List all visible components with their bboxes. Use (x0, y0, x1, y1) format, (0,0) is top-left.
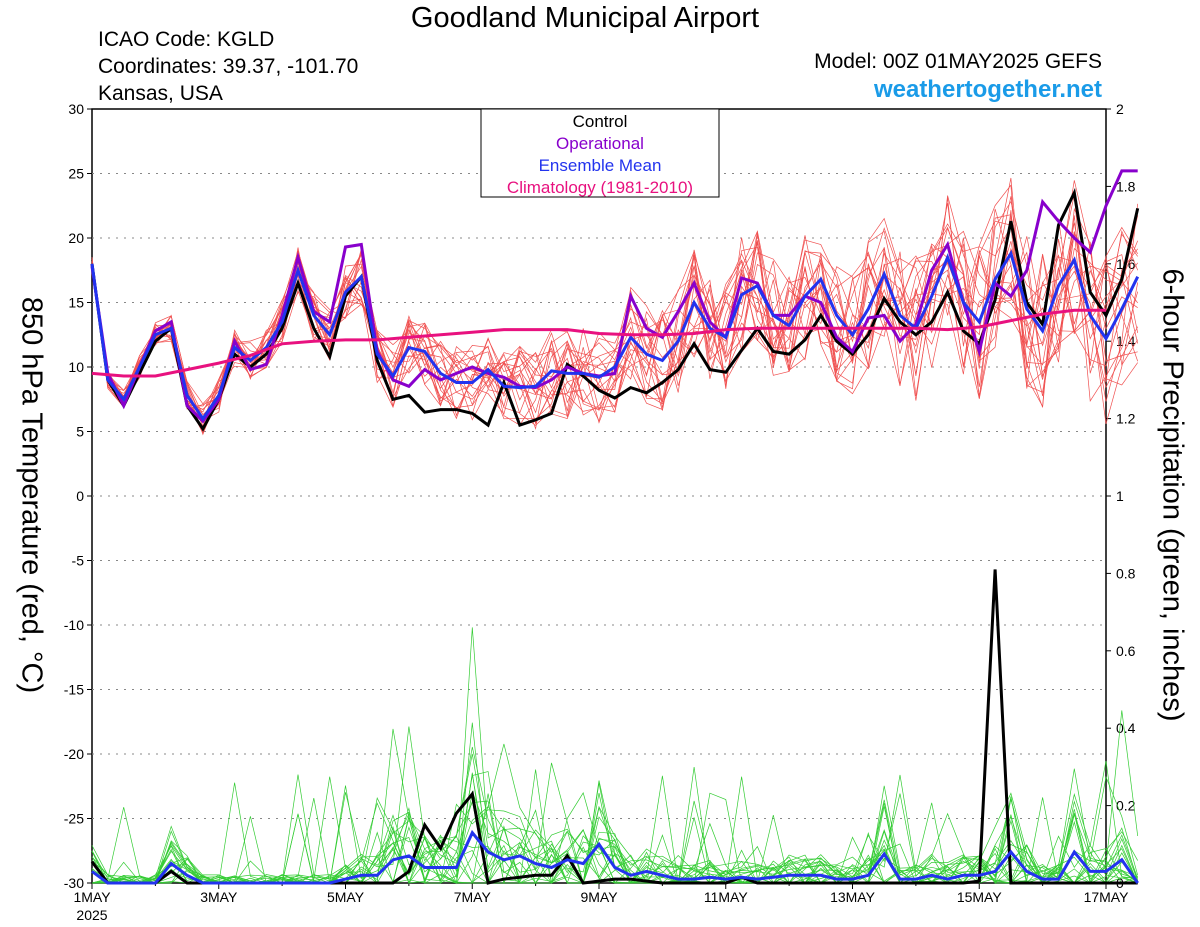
temperature-series-control (90, 187, 1140, 432)
legend-entry: Control (573, 112, 628, 131)
ensemble-members (91, 177, 1139, 885)
y-left-tick-label: 30 (68, 101, 84, 117)
ensemble-member-temperature-line (91, 215, 1138, 423)
ensemble-member-temperature-line (91, 233, 1138, 423)
y-left-tick-label: -5 (72, 553, 85, 569)
legend-box (480, 108, 720, 198)
x-tick-label: 7MAY (454, 889, 492, 905)
ensemble-member-temperature-line (91, 196, 1139, 428)
y-right-tick-label: 1.8 (1116, 178, 1136, 194)
ensemble-member-precip-line (91, 746, 1139, 885)
highlight-series (90, 169, 1140, 885)
y-right-tick-label: 1.2 (1116, 411, 1136, 427)
site-link[interactable]: weathertogether.net (873, 76, 1102, 103)
y-left-tick-label: 5 (76, 424, 84, 440)
x-year-label: 2025 (76, 907, 107, 923)
chart-title: Goodland Municipal Airport (410, 2, 760, 34)
temperature-series-ensemble-mean (90, 249, 1140, 422)
y-left-tick-label: 10 (68, 359, 84, 375)
x-tick-label: 15MAY (957, 889, 1003, 905)
legend-entry: Ensemble Mean (539, 156, 662, 175)
x-tick-label: 1MAY (73, 889, 111, 905)
y-left-tick-label: 0 (76, 488, 84, 504)
y-left-tick-label: -15 (64, 682, 84, 698)
ensemble-member-precip-line (91, 775, 1139, 884)
y-right-tick-label: 2 (1116, 101, 1124, 117)
y-left-tick-label: -10 (64, 617, 84, 633)
model-run: Model: 00Z 01MAY2025 GEFS (814, 50, 1102, 73)
coordinates: Coordinates: 39.37, -101.70 (98, 55, 359, 78)
y-right-tick-label: 0.8 (1116, 565, 1136, 581)
ensemble-member-temperature-line (91, 215, 1139, 431)
y-right-tick-label: 1 (1116, 488, 1124, 504)
x-tick-label: 5MAY (327, 889, 365, 905)
y-left-tick-label: -25 (64, 811, 84, 827)
legend-entry: Operational (556, 134, 644, 153)
y-right-tick-label: 0.2 (1116, 798, 1136, 814)
axis-ticks: 302520151050-5-10-15-20-25-3021.81.61.41… (64, 101, 1136, 923)
location: Kansas, USA (98, 82, 223, 105)
legend-entry: Climatology (1981-2010) (507, 178, 693, 197)
temperature-series-climatology- (91, 308, 1106, 378)
legend: Control Operational Ensemble Mean Climatolo… (480, 108, 720, 198)
y-right-tick-label: 0.6 (1116, 643, 1136, 659)
ensemble-member-temperature-line (91, 231, 1138, 415)
x-tick-label: 11MAY (704, 889, 748, 905)
ensemble-member-temperature-line (91, 207, 1138, 435)
ensemble-member-precip-line (91, 790, 1138, 884)
y-left-tick-label: 15 (68, 295, 84, 311)
x-tick-label: 13MAY (830, 889, 876, 905)
y-right-tick-label: 0.4 (1116, 720, 1136, 736)
x-tick-label: 3MAY (200, 889, 238, 905)
precip-series-ensemble-mean (91, 829, 1139, 885)
y-left-tick-label: -30 (64, 875, 84, 891)
icao-code: ICAO Code: KGLD (98, 28, 275, 51)
y-left-tick-label: 25 (68, 166, 84, 182)
x-tick-label: 9MAY (580, 889, 618, 905)
y-left-tick-label: 20 (68, 230, 84, 246)
y-left-tick-label: -20 (64, 746, 84, 762)
x-tick-label: 17MAY (1084, 889, 1130, 905)
ensemble-member-temperature-line (91, 236, 1138, 424)
